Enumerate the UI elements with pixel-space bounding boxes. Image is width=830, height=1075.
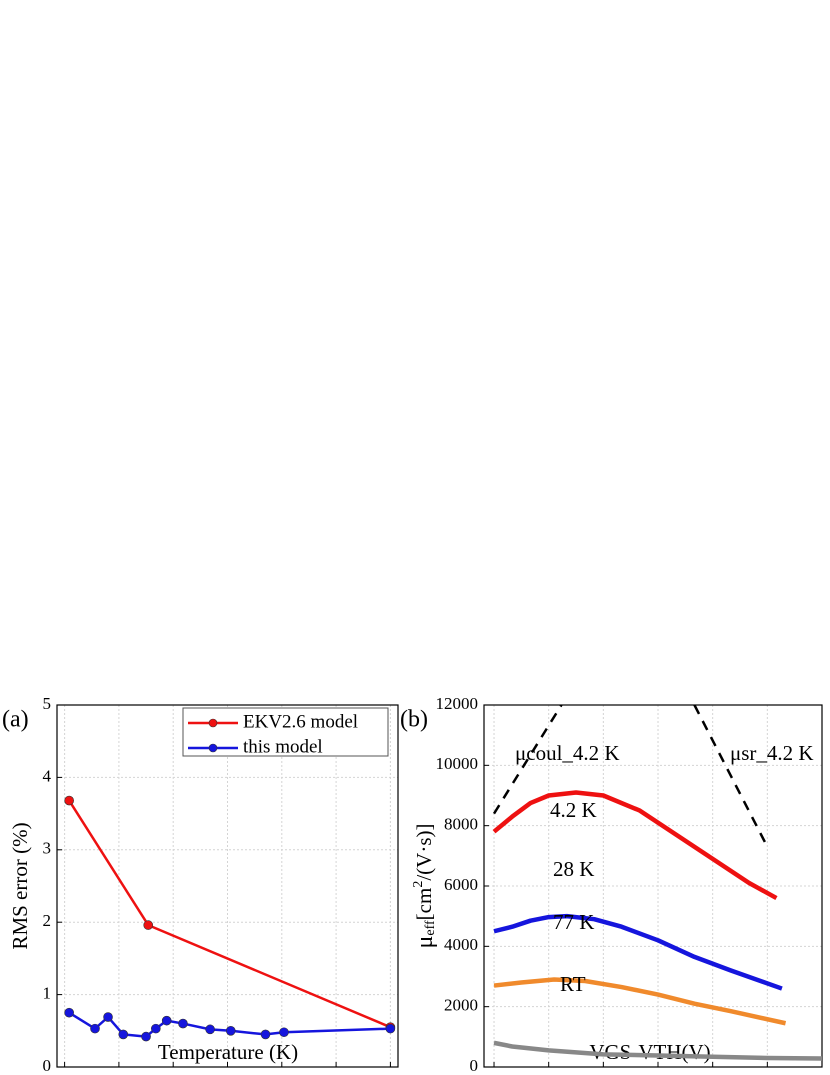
legend-label: EKV2.6 model [243, 711, 358, 732]
x-tick-label: 0.9 [647, 1071, 668, 1075]
y-tick-label: 10000 [436, 754, 479, 773]
series-line [492, 705, 563, 815]
legend-label: this model [243, 736, 323, 757]
y-tick-label: 1 [43, 984, 52, 1003]
chart-panel: 0 2000 4000 6000 8000 10000 12000 0.0 0.3 0.6 0.9 1… [400, 694, 830, 1075]
x-tick-label: 0.0 [483, 1071, 504, 1075]
y-tick-label: 2 [43, 911, 52, 930]
data-point [143, 920, 154, 930]
legend-marker [208, 743, 218, 753]
panel-label: (a) [2, 707, 29, 733]
data-point [141, 1031, 151, 1042]
x-tick-label: 50 [110, 1071, 127, 1075]
y-axis-label-part: eff [423, 920, 438, 936]
series-label: 4.2 K [550, 798, 597, 822]
legend-marker [208, 718, 218, 728]
data-point [151, 1023, 161, 1034]
x-tick-label: 0.3 [538, 1071, 559, 1075]
y-tick-label: 12000 [436, 694, 479, 713]
series-label: 28 K [553, 857, 594, 881]
plot-frame [56, 704, 399, 1068]
series-label: μcoul_4.2 K [515, 741, 620, 765]
x-tick-label: 0.6 [593, 1071, 614, 1075]
data-point [64, 795, 74, 806]
series-label: RT [560, 972, 586, 996]
x-tick-label: 300 [378, 1071, 404, 1075]
data-point [178, 1018, 188, 1029]
data-point [161, 1015, 172, 1026]
series-line [68, 799, 391, 1029]
data-point [260, 1029, 271, 1040]
series-label: μsr_4.2 K [730, 741, 814, 765]
y-tick-label: 5 [43, 694, 52, 713]
x-tick-label: 1.5 [757, 1071, 778, 1075]
chart-panel: 012345050100150200250300(a)Temperature (… [2, 694, 403, 1075]
data-point [225, 1026, 236, 1036]
series-line [493, 913, 783, 991]
y-axis-label: μeff[cm2/(V·s)] [411, 824, 438, 949]
data-point [90, 1023, 100, 1034]
series-label: 77 K [553, 910, 594, 934]
y-axis-label: RMS error (%) [8, 822, 32, 949]
x-tick-label: 1.2 [702, 1071, 723, 1075]
x-tick-label: 200 [269, 1071, 295, 1075]
series-line [493, 977, 787, 1026]
x-tick-label: 100 [160, 1071, 186, 1075]
x-tick-label: 150 [215, 1071, 241, 1075]
panel-label: (b) [400, 707, 428, 733]
data-point [64, 1007, 74, 1018]
y-tick-label: 4 [43, 766, 52, 785]
y-tick-label: 4000 [444, 935, 478, 954]
series-line [693, 705, 769, 848]
y-tick-label: 0 [43, 1056, 52, 1075]
y-tick-label: 6000 [444, 875, 478, 894]
x-axis-label: VGS-VTH(V) [589, 1040, 710, 1064]
data-point [118, 1029, 129, 1040]
y-axis-label-part: 2 [411, 881, 426, 888]
data-point [385, 1023, 396, 1034]
y-axis-label-part: [cm [412, 888, 436, 921]
series-line [492, 790, 778, 901]
data-point [279, 1027, 289, 1038]
data-point [205, 1024, 215, 1035]
data-point [103, 1012, 113, 1022]
y-tick-label: 2000 [444, 996, 478, 1015]
y-axis-label-part: μ [412, 936, 438, 949]
series-line [493, 1040, 822, 1061]
x-tick-label: 250 [323, 1071, 349, 1075]
y-tick-label: 0 [470, 1056, 479, 1075]
y-tick-label: 3 [43, 839, 52, 858]
x-tick-label: 0 [60, 1071, 69, 1075]
y-tick-label: 8000 [444, 815, 478, 834]
plot-frame [483, 704, 823, 1068]
x-tick-label: 1.8 [811, 1071, 830, 1075]
x-axis-label: Temperature (K) [158, 1040, 298, 1064]
y-axis-label-part: /(V·s)] [412, 824, 436, 881]
